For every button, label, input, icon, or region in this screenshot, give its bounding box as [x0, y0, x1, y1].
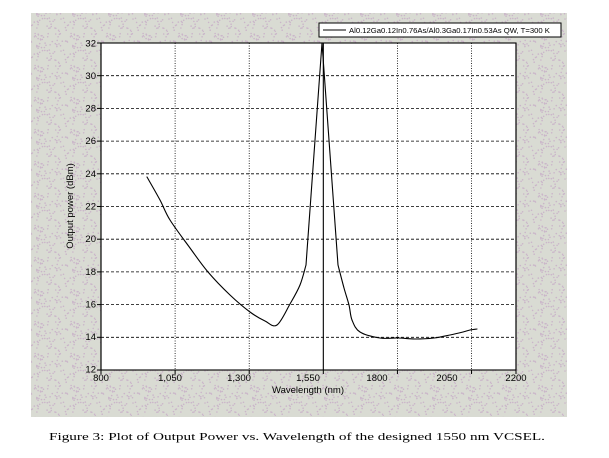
- svg-text:2050: 2050: [436, 373, 457, 384]
- svg-text:1,300: 1,300: [227, 373, 251, 384]
- svg-text:24: 24: [85, 169, 96, 180]
- svg-text:Figure 3: Plot of Output Power: Figure 3: Plot of Output Power vs. Wavel…: [49, 431, 545, 443]
- svg-text:26: 26: [85, 136, 96, 147]
- svg-text:Al0.12Ga0.12In0.76As/Al0.3Ga0.: Al0.12Ga0.12In0.76As/Al0.3Ga0.17In0.53As…: [349, 26, 551, 35]
- svg-text:16: 16: [85, 300, 96, 311]
- svg-text:20: 20: [85, 234, 96, 245]
- svg-text:800: 800: [93, 373, 109, 384]
- svg-text:1,550: 1,550: [296, 373, 320, 384]
- svg-text:14: 14: [85, 332, 96, 343]
- svg-text:28: 28: [85, 104, 96, 115]
- svg-text:18: 18: [85, 267, 96, 278]
- svg-text:1800: 1800: [366, 373, 387, 384]
- svg-text:Output power (dBm): Output power (dBm): [65, 163, 76, 249]
- svg-text:30: 30: [85, 71, 96, 82]
- svg-text:2200: 2200: [505, 373, 526, 384]
- svg-text:Wavelength (nm): Wavelength (nm): [272, 385, 344, 396]
- svg-text:1,050: 1,050: [158, 373, 182, 384]
- svg-text:32: 32: [85, 39, 96, 50]
- svg-text:22: 22: [85, 202, 96, 213]
